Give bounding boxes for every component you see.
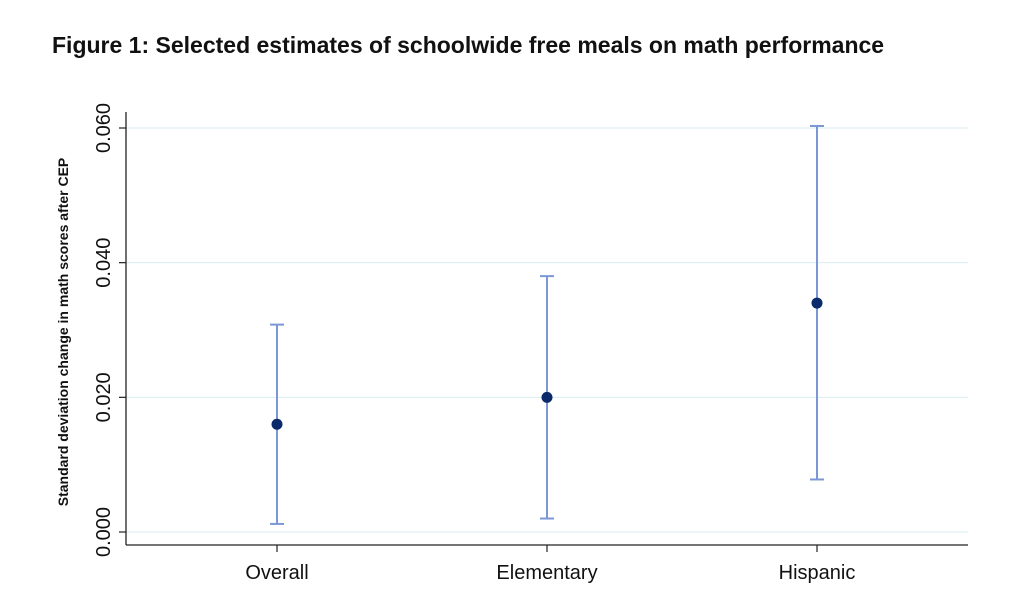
x-tick-label: Elementary (496, 562, 597, 584)
y-tick-label: 0.020 (93, 372, 115, 422)
point-estimate (811, 297, 823, 309)
point-estimate (541, 391, 553, 403)
y-tick-label: 0.040 (93, 238, 115, 288)
chart-title: Figure 1: Selected estimates of schoolwi… (52, 32, 885, 58)
x-ticks: Overall Elementary Hispanic (245, 545, 855, 584)
x-tick-label: Overall (245, 562, 308, 584)
data-marks (270, 124, 824, 525)
y-axis-title: Standard deviation change in math scores… (55, 158, 71, 507)
y-ticks: 0.000 0.020 0.040 0.060 (93, 103, 126, 557)
point-estimate (271, 418, 283, 430)
y-tick-label: 0.000 (93, 507, 115, 557)
y-tick-label: 0.060 (93, 103, 115, 153)
x-tick-label: Hispanic (779, 562, 856, 584)
